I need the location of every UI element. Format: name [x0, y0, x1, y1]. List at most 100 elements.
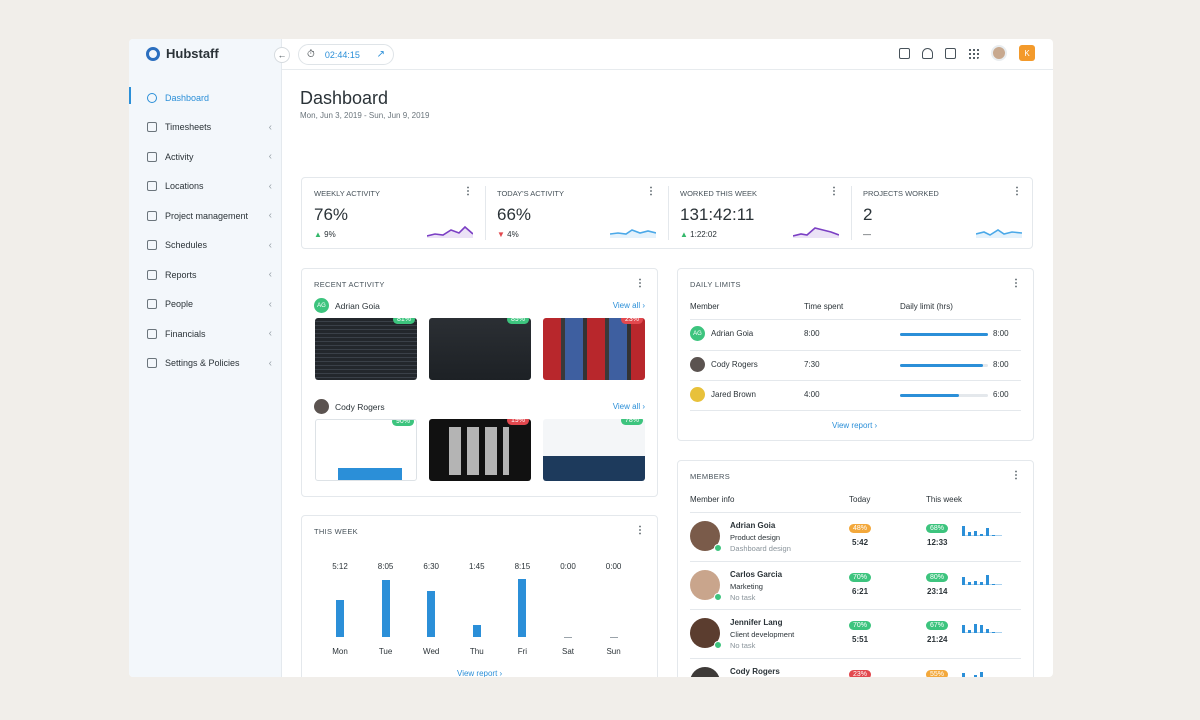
view-all-label[interactable]: View all: [612, 301, 641, 310]
member-name[interactable]: Jennifer Lang: [730, 618, 783, 627]
collapse-sidebar-button[interactable]: ←: [274, 47, 290, 63]
limit-member[interactable]: AG Adrian Goia: [690, 326, 753, 341]
stopwatch-icon: ⏱: [307, 49, 315, 60]
more-options-icon[interactable]: ⋮: [646, 186, 656, 197]
open-timer-icon[interactable]: ↗: [376, 49, 385, 60]
bar-wed[interactable]: [427, 591, 436, 637]
gift-icon[interactable]: [945, 47, 956, 59]
time-spent: 8:00: [804, 329, 820, 338]
bar-fri[interactable]: [518, 579, 527, 637]
bar-value-label: 0:00: [605, 562, 622, 571]
user-avatar[interactable]: [991, 45, 1007, 61]
mini-bar: [986, 528, 989, 536]
stat-delta: ▼ 4%: [497, 230, 519, 239]
avatar: [690, 356, 705, 372]
view-report-link[interactable]: View report ›: [457, 669, 503, 677]
more-options-icon[interactable]: ⋮: [635, 525, 645, 536]
avatar: [314, 399, 329, 414]
member-avatar[interactable]: [690, 666, 720, 677]
member-task: Dashboard design: [730, 544, 791, 553]
more-options-icon[interactable]: ⋮: [635, 278, 645, 289]
week-activity-minichart: [962, 571, 1002, 585]
stat-label: PROJECTS WORKED: [863, 189, 939, 198]
member-name[interactable]: Carlos Garcia: [730, 569, 783, 579]
screenshot-thumbnail[interactable]: 78%: [543, 419, 645, 481]
bar-tue[interactable]: [381, 580, 390, 637]
view-report-label[interactable]: View report: [457, 669, 498, 677]
activity-user[interactable]: Cody Rogers: [314, 399, 385, 414]
organization-badge[interactable]: K: [1019, 45, 1035, 61]
more-options-icon[interactable]: ⋮: [1011, 278, 1021, 289]
apps-grid-icon[interactable]: [968, 47, 979, 59]
stat-value: 2: [863, 205, 873, 224]
dollar-icon: [147, 328, 157, 339]
mini-bar: [962, 526, 965, 536]
sidebar-item-locations[interactable]: Locations ‹: [129, 172, 282, 202]
view-report-link[interactable]: View report ›: [832, 421, 878, 430]
row-divider: [690, 380, 1021, 381]
screenshot-thumbnail[interactable]: 89%: [429, 318, 531, 380]
bell-icon[interactable]: [922, 47, 933, 59]
sidebar-item-project-management[interactable]: Project management ‹: [129, 201, 282, 231]
mini-bar: [980, 625, 983, 633]
sidebar-item-reports[interactable]: Reports ‹: [129, 260, 282, 290]
more-options-icon[interactable]: ⋮: [1012, 186, 1022, 197]
member-name[interactable]: Adrian Goia: [730, 521, 776, 530]
sidebar-item-timesheets[interactable]: Timesheets ‹: [129, 113, 282, 143]
user-name: Adrian Goia: [335, 300, 380, 311]
sparkline: [427, 225, 473, 238]
sidebar-item-activity[interactable]: Activity ‹: [129, 142, 282, 172]
activity-user[interactable]: AG Adrian Goia: [314, 298, 380, 313]
timer-value: 02:44:15: [324, 49, 360, 60]
screenshot-thumbnail[interactable]: 23%: [543, 318, 645, 380]
limit-progress-fill: [900, 394, 959, 397]
today-time: 5:42: [852, 538, 869, 547]
daily-limits-card: DAILY LIMITS ⋮ Member Time spent Daily l…: [677, 268, 1034, 441]
view-all-label[interactable]: View all: [612, 402, 641, 411]
chevron-left-icon: ‹: [268, 239, 272, 251]
bar-mon[interactable]: [336, 600, 344, 637]
member-avatar[interactable]: [690, 618, 722, 649]
bar-value-label: 8:15: [514, 562, 531, 571]
chevron-left-icon: ‹: [268, 180, 272, 192]
timer-widget[interactable]: ⏱ 02:44:15 ↗: [298, 44, 394, 65]
member-task: No task: [730, 641, 756, 650]
card-title: RECENT ACTIVITY: [314, 280, 385, 289]
more-options-icon[interactable]: ⋮: [829, 186, 839, 197]
sidebar-item-people[interactable]: People ‹: [129, 290, 282, 320]
time-spent-column-header: Time spent: [804, 302, 844, 311]
bar-thu[interactable]: [472, 624, 481, 637]
view-report-label[interactable]: View report: [832, 421, 873, 430]
help-icon[interactable]: [899, 47, 910, 59]
view-all-link[interactable]: View all ›: [613, 301, 645, 310]
view-all-link[interactable]: View all ›: [613, 402, 645, 411]
chevron-left-icon: ‹: [268, 121, 272, 133]
member-avatar[interactable]: [690, 521, 722, 552]
member-name: Jared Brown: [711, 390, 756, 399]
screenshot-thumbnail[interactable]: 19%: [429, 419, 531, 481]
logo[interactable]: Hubstaff: [146, 46, 219, 61]
limit-member[interactable]: Cody Rogers: [690, 356, 758, 372]
more-options-icon[interactable]: ⋮: [1011, 470, 1021, 481]
sidebar-item-schedules[interactable]: Schedules ‹: [129, 231, 282, 261]
screenshot-thumbnail[interactable]: 90%: [315, 419, 417, 481]
sidebar-item-dashboard[interactable]: Dashboard: [129, 83, 282, 113]
online-status-icon: [714, 641, 722, 649]
more-options-icon[interactable]: ⋮: [463, 186, 473, 197]
chevron-left-icon: ‹: [268, 328, 272, 340]
screenshot-thumbnail[interactable]: 81%: [315, 318, 417, 380]
today-column-header: Today: [849, 495, 871, 504]
topbar: ← ⏱ 02:44:15 ↗ K: [274, 39, 1053, 70]
row-divider: [690, 512, 1021, 513]
limit-member[interactable]: Jared Brown: [690, 387, 756, 402]
member-avatar[interactable]: [690, 569, 722, 601]
sidebar-item-financials[interactable]: Financials ‹: [129, 319, 282, 349]
member-name[interactable]: Cody Rogers: [730, 666, 780, 676]
mini-bar: [992, 632, 995, 633]
day-label: Sat: [561, 647, 574, 656]
triangle-up-icon: ▲: [680, 230, 691, 239]
people-icon: [147, 299, 157, 310]
stat-divider: [485, 186, 486, 240]
sidebar-item-settings-policies[interactable]: Settings & Policies ‹: [129, 349, 282, 379]
dashboard-icon: [147, 92, 157, 103]
